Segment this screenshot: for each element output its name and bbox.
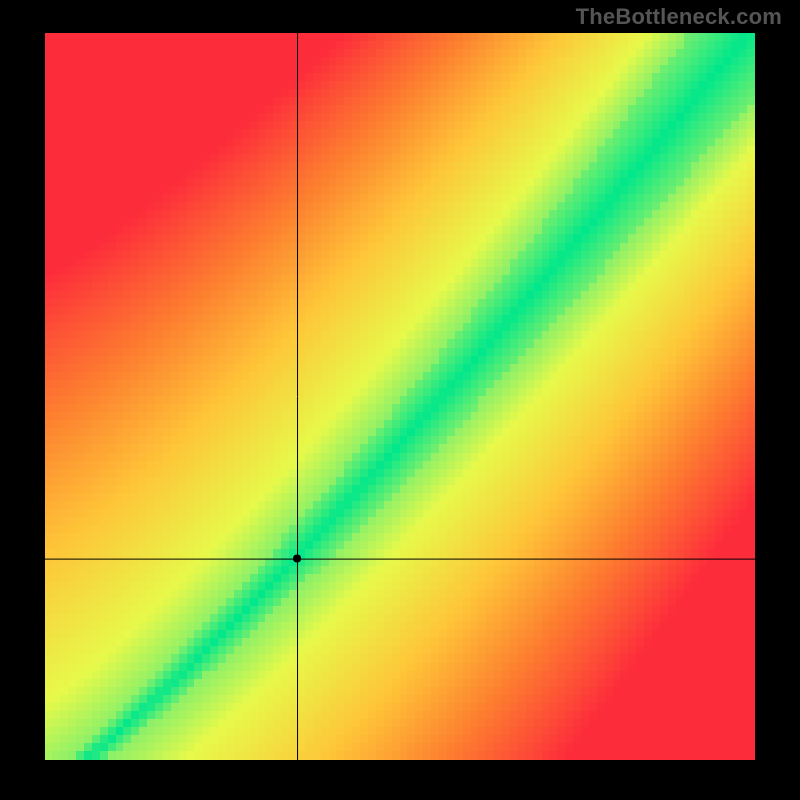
chart-container: TheBottleneck.com [0, 0, 800, 800]
heatmap-canvas [45, 33, 755, 760]
watermark-text: TheBottleneck.com [576, 4, 782, 30]
